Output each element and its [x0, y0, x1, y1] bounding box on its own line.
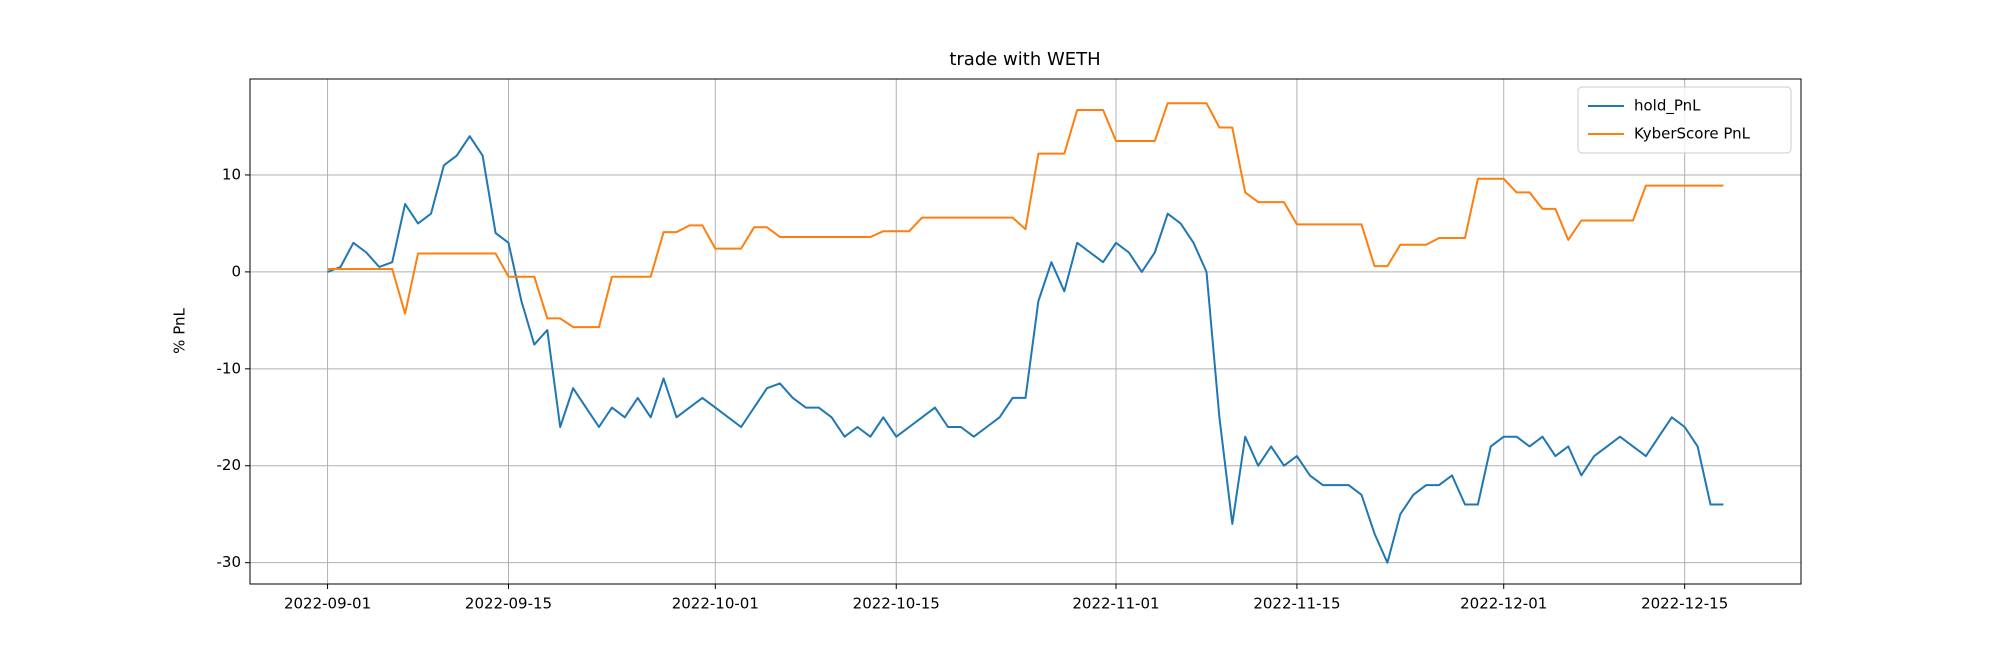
x-tick-label: 2022-12-01 [1460, 595, 1547, 613]
plot-frame [249, 78, 1802, 585]
legend-box [1577, 86, 1792, 154]
y-tick-label: -10 [217, 359, 242, 377]
x-tick-label: 2022-11-01 [1072, 595, 1159, 613]
legend: hold_PnL KyberScore PnL [1577, 86, 1792, 154]
x-tick-label: 2022-09-01 [284, 595, 371, 613]
y-tick-label: 10 [222, 165, 241, 183]
line-series [327, 135, 1724, 564]
y-axis-label: % PnL [171, 308, 189, 354]
legend-label: hold_PnL [1634, 97, 1701, 116]
chart-title: trade with WETH [949, 49, 1100, 70]
legend-label: KyberScore PnL [1634, 125, 1751, 143]
y-tick-label: -30 [217, 553, 242, 571]
x-tick-label: 2022-10-01 [672, 595, 759, 613]
x-tick-label: 2022-09-15 [465, 595, 552, 613]
x-tick-label: 2022-10-15 [853, 595, 940, 613]
x-tick-label: 2022-12-15 [1641, 595, 1728, 613]
line-series [327, 102, 1724, 329]
y-tick-label: 0 [231, 262, 241, 280]
x-tick-label: 2022-11-15 [1253, 595, 1340, 613]
y-tick-label: -20 [217, 456, 242, 474]
